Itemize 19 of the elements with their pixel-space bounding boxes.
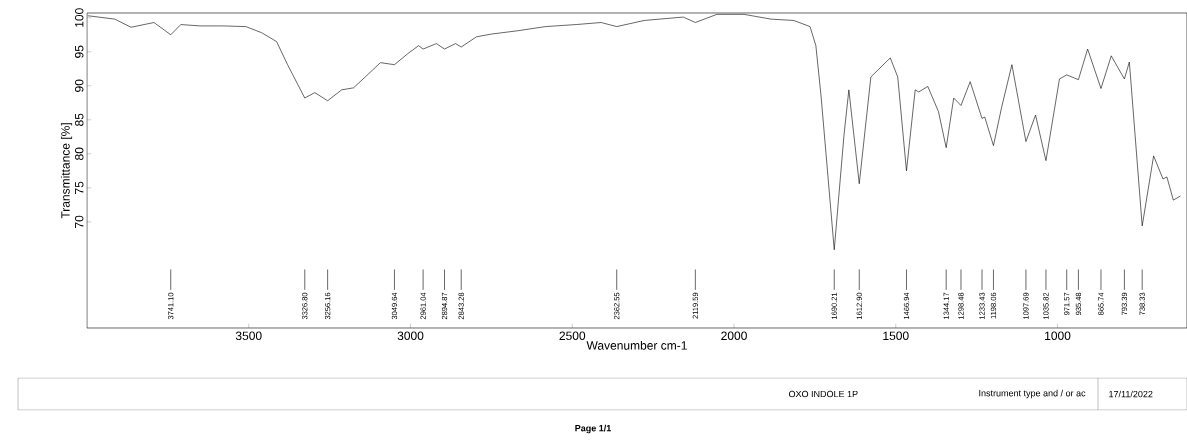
y-tick-label: 100 bbox=[74, 8, 84, 27]
y-tick-label: 95 bbox=[74, 45, 84, 58]
x-tick-label: 3500 bbox=[235, 331, 262, 341]
text: Instrument type and / or ac bbox=[979, 389, 1086, 399]
y-tick-label: 85 bbox=[74, 113, 84, 126]
x-tick-label: 1500 bbox=[883, 331, 909, 341]
x-tick-label: 2000 bbox=[721, 331, 747, 341]
x-tick-label: 2500 bbox=[559, 331, 586, 341]
x-axis-title: Wavenumber cm-1 bbox=[586, 340, 687, 350]
y-tick-label: 80 bbox=[74, 147, 84, 160]
y-axis-title: Transmittance [%] bbox=[60, 123, 73, 219]
y-tick-label: 75 bbox=[75, 181, 84, 194]
text: 17/11/2022 bbox=[1109, 390, 1153, 398]
y-tick-label: 90 bbox=[74, 79, 84, 92]
x-tick-label: 3000 bbox=[397, 331, 424, 341]
text: Page 1/1 bbox=[575, 424, 611, 434]
y-tick-label: 70 bbox=[74, 215, 84, 228]
x-tick-label: 1000 bbox=[1045, 331, 1071, 341]
text: OXO INDOLE 1P bbox=[788, 390, 858, 398]
